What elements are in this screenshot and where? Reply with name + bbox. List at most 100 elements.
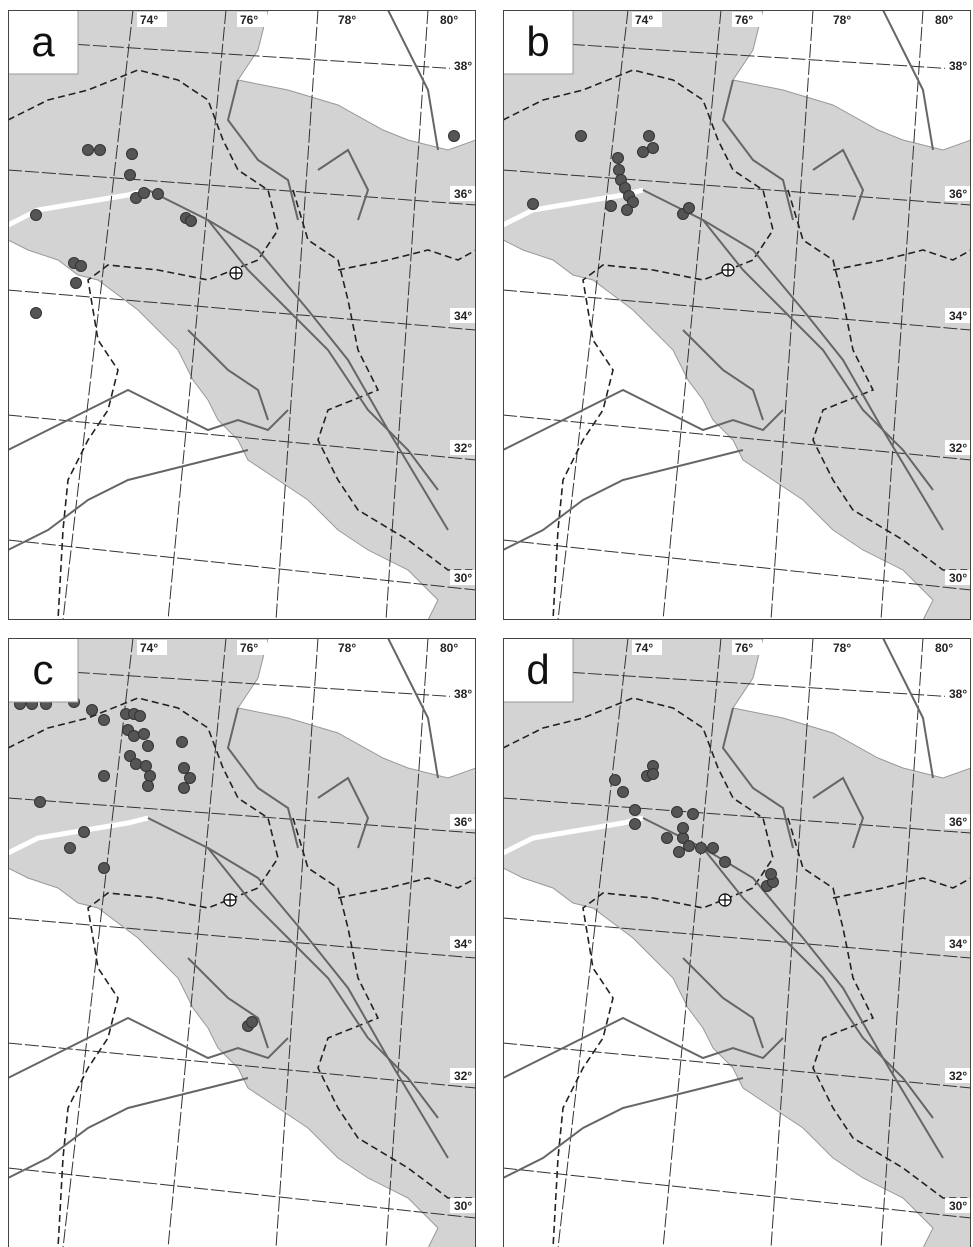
longitude-label: 74° — [635, 13, 653, 27]
river — [812, 148, 865, 221]
label-bg — [335, 640, 365, 655]
meridian — [62, 10, 134, 620]
site-marker — [142, 780, 154, 792]
label-bg — [830, 640, 860, 655]
site-marker — [575, 130, 587, 142]
map-content: 74° 76° 78° 80° 38° 36° 34° 32° 30° b — [503, 10, 971, 620]
parallel — [503, 917, 971, 959]
site-marker — [64, 842, 76, 854]
label-bg — [945, 814, 971, 829]
site-marker — [605, 200, 617, 212]
label-bg — [945, 570, 971, 585]
site-marker — [30, 209, 42, 221]
latitude-label: 36° — [949, 187, 967, 201]
panel-frame — [8, 10, 476, 620]
latitude-label: 36° — [949, 815, 967, 829]
border — [292, 189, 476, 571]
parallel — [503, 289, 971, 331]
latitude-label: 30° — [454, 571, 472, 585]
site-marker — [178, 762, 190, 774]
site-marker — [683, 840, 695, 852]
river — [187, 957, 269, 1049]
river — [682, 957, 764, 1049]
river — [721, 707, 794, 849]
site-marker — [140, 760, 152, 772]
river — [387, 10, 439, 151]
longitude-label: 78° — [833, 13, 851, 27]
border — [832, 877, 971, 899]
label-bg — [450, 58, 476, 73]
panel-label-box — [8, 10, 79, 75]
site-marker — [629, 818, 641, 830]
label-bg — [945, 186, 971, 201]
label-bg — [137, 640, 167, 655]
latitude-label: 34° — [454, 937, 472, 951]
parallel — [503, 539, 971, 591]
label-bg — [450, 814, 476, 829]
parallel — [503, 414, 971, 461]
river — [317, 148, 370, 221]
crosshair-lines — [224, 894, 236, 906]
river — [187, 329, 269, 421]
site-marker — [34, 796, 46, 808]
river — [882, 10, 934, 151]
map-panel: 74° 76° 78° 80° 38° 36° 34° 32° 30° d — [503, 638, 971, 1247]
label-bg — [437, 640, 467, 655]
site-marker — [130, 758, 142, 770]
latitude-label: 36° — [454, 187, 472, 201]
site-marker — [178, 782, 190, 794]
parallel — [8, 917, 476, 959]
meridian — [557, 10, 629, 620]
label-bg — [945, 686, 971, 701]
river — [721, 79, 794, 221]
river — [882, 638, 934, 779]
panel-frame — [503, 638, 971, 1247]
crosshair-lines — [722, 264, 734, 276]
label-bg — [450, 440, 476, 455]
longitude-label: 80° — [935, 13, 953, 27]
site-marker — [246, 1016, 258, 1028]
site-marker — [126, 148, 138, 160]
site-marker — [613, 164, 625, 176]
label-bg — [137, 12, 167, 27]
latitude-label: 36° — [454, 815, 472, 829]
meridian — [167, 638, 227, 1247]
site-marker — [138, 728, 150, 740]
site-marker — [124, 750, 136, 762]
border — [787, 817, 971, 1199]
site-marker — [683, 202, 695, 214]
river — [317, 776, 370, 849]
latitude-label: 32° — [454, 1069, 472, 1083]
river — [226, 707, 299, 849]
crosshair-lines — [719, 894, 731, 906]
site-marker — [176, 736, 188, 748]
longitude-label: 80° — [935, 641, 953, 655]
meridian — [662, 10, 722, 620]
label-bg — [450, 1068, 476, 1083]
site-marker — [695, 842, 707, 854]
site-marker — [527, 198, 539, 210]
label-bg — [945, 936, 971, 951]
parallel — [503, 39, 971, 71]
label-bg — [632, 640, 662, 655]
site-marker — [643, 130, 655, 142]
parallel — [8, 1167, 476, 1219]
meridian — [167, 10, 227, 620]
crosshair-lines — [230, 267, 242, 279]
parallel — [8, 1042, 476, 1089]
label-bg — [632, 12, 662, 27]
site-marker — [671, 806, 683, 818]
latitude-label: 30° — [949, 1199, 967, 1213]
site-marker — [621, 204, 633, 216]
border — [832, 249, 971, 271]
panel-label: b — [526, 18, 549, 65]
longitude-label: 74° — [140, 641, 158, 655]
panel-frame — [8, 638, 476, 1247]
label-bg — [932, 12, 962, 27]
site-marker — [128, 730, 140, 742]
map-panel: 74° 76° 78° 80° 38° 36° 34° 32° 30° a — [8, 10, 476, 620]
parallel — [8, 39, 476, 71]
border — [292, 817, 476, 1199]
label-bg — [932, 640, 962, 655]
